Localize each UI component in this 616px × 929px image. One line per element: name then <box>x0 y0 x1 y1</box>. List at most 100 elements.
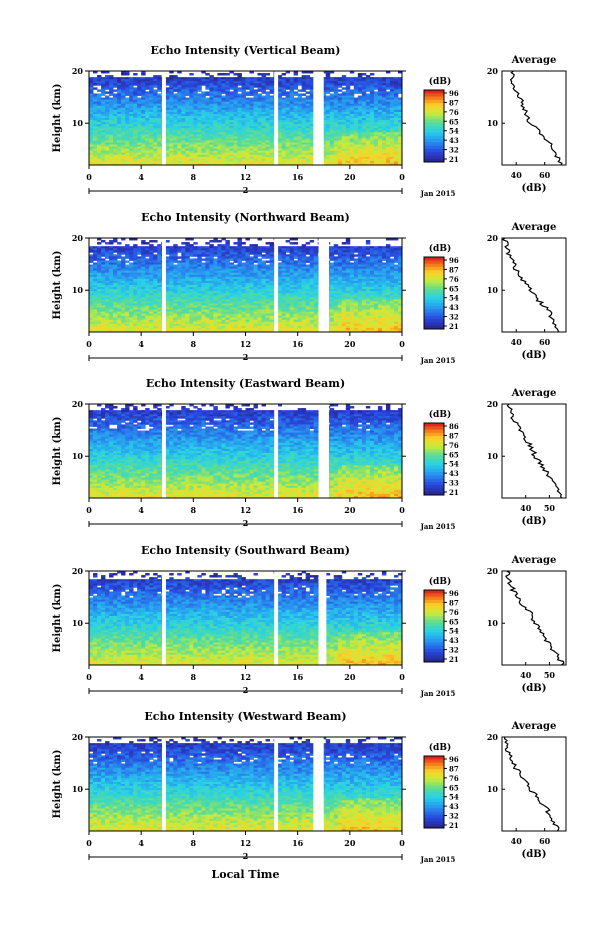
heatmap-cell <box>341 99 347 103</box>
heatmap-cell <box>393 97 399 101</box>
heatmap-cell <box>217 136 222 139</box>
heatmap-cell <box>265 93 270 96</box>
heatmap-cell <box>121 89 126 92</box>
heatmap-cell <box>157 126 162 129</box>
heatmap-cell <box>293 242 299 245</box>
heatmap-cell <box>357 134 363 137</box>
heatmap-cell <box>109 89 114 92</box>
heatmap-cell <box>217 126 222 129</box>
heatmap-cell <box>397 91 403 94</box>
heatmap-cell <box>305 77 311 80</box>
heatmap-cell <box>365 81 371 84</box>
heatmap-cell <box>361 95 367 98</box>
heatmap-cell <box>389 85 395 88</box>
heatmap-cell <box>121 97 126 101</box>
heatmap-cell <box>165 136 170 139</box>
heatmap-cell <box>261 128 266 131</box>
heatmap-cell <box>149 111 154 115</box>
heatmap-cell <box>381 83 387 86</box>
heatmap-cell <box>333 252 339 255</box>
heatmap-cell <box>333 111 339 115</box>
heatmap-cell <box>229 77 234 80</box>
heatmap-cell <box>113 120 118 123</box>
heatmap-cell <box>217 101 222 105</box>
heatmap-cell <box>221 87 226 90</box>
heatmap-cell <box>157 81 162 84</box>
heatmap-cell <box>301 111 307 115</box>
heatmap-cell <box>381 95 387 98</box>
heatmap-cell <box>393 126 399 129</box>
heatmap-cell <box>293 124 299 127</box>
heatmap-cell <box>189 79 194 82</box>
heatmap-cell <box>97 130 102 133</box>
heatmap-cell <box>201 132 206 135</box>
heatmap-cell <box>337 99 343 103</box>
heatmap-cell <box>197 97 202 101</box>
heatmap-cell <box>201 120 206 123</box>
heatmap-cell <box>293 99 299 103</box>
heatmap-cell <box>365 95 371 98</box>
heatmap-cell <box>305 242 311 245</box>
heatmap-cell <box>113 79 118 82</box>
heatmap-cell <box>357 89 363 92</box>
heatmap-cell <box>105 97 110 101</box>
heatmap-cell <box>185 91 190 94</box>
heatmap-cell <box>121 77 126 80</box>
heatmap-cell <box>153 120 158 123</box>
heatmap-cell <box>213 85 218 88</box>
heatmap-cell <box>117 95 122 98</box>
heatmap-cell <box>353 105 359 109</box>
heatmap-cell <box>173 130 178 133</box>
heatmap-cell <box>245 109 250 113</box>
heatmap-cell <box>149 115 154 119</box>
heatmap-cell <box>121 136 126 139</box>
heatmap-cell <box>109 101 114 105</box>
heatmap-cell <box>261 89 266 92</box>
heatmap-cell <box>241 134 246 137</box>
heatmap-cell <box>209 103 214 107</box>
heatmap-cell <box>217 128 222 131</box>
heatmap-cell <box>365 83 371 86</box>
heatmap-cell <box>393 81 399 84</box>
heatmap-cell <box>365 128 371 131</box>
heatmap-cell <box>349 77 355 80</box>
heatmap-cell <box>341 75 347 78</box>
heatmap-cell <box>181 130 186 133</box>
heatmap-cell <box>297 111 303 115</box>
heatmap-cell <box>373 134 379 137</box>
heatmap-cell <box>229 134 234 137</box>
heatmap-cell <box>393 93 399 96</box>
heatmap-cell <box>221 126 226 129</box>
heatmap-cell <box>169 91 174 94</box>
heatmap-cell <box>257 99 262 103</box>
heatmap-cell <box>153 101 158 105</box>
heatmap-cell <box>205 83 210 86</box>
heatmap-cell <box>361 93 367 96</box>
heatmap-cell <box>109 85 114 88</box>
heatmap-cell <box>373 93 379 96</box>
heatmap-cell <box>133 79 138 82</box>
heatmap-cell <box>209 75 214 78</box>
heatmap-cell <box>185 120 190 123</box>
heatmap-cell <box>205 134 210 137</box>
heatmap-cell <box>125 120 130 123</box>
colorbar-segment <box>424 93 444 98</box>
heatmap-cell <box>365 252 371 255</box>
heatmap-cell <box>365 103 371 107</box>
heatmap-cell <box>225 73 230 76</box>
heatmap-cell <box>205 132 210 135</box>
heatmap-cell <box>113 130 118 133</box>
heatmap-cell <box>397 128 403 131</box>
heatmap-cell <box>117 118 122 121</box>
heatmap-cell <box>237 99 242 103</box>
heatmap-cell <box>221 89 226 92</box>
heatmap-cell <box>329 71 335 74</box>
heatmap-cell <box>361 99 367 103</box>
heatmap-cell <box>285 97 291 101</box>
heatmap-cell <box>245 126 250 129</box>
heatmap-cell <box>365 109 371 113</box>
heatmap-cell <box>329 81 335 84</box>
heatmap-cell <box>149 87 154 90</box>
heatmap-cell <box>385 79 391 82</box>
heatmap-cell <box>245 85 250 88</box>
